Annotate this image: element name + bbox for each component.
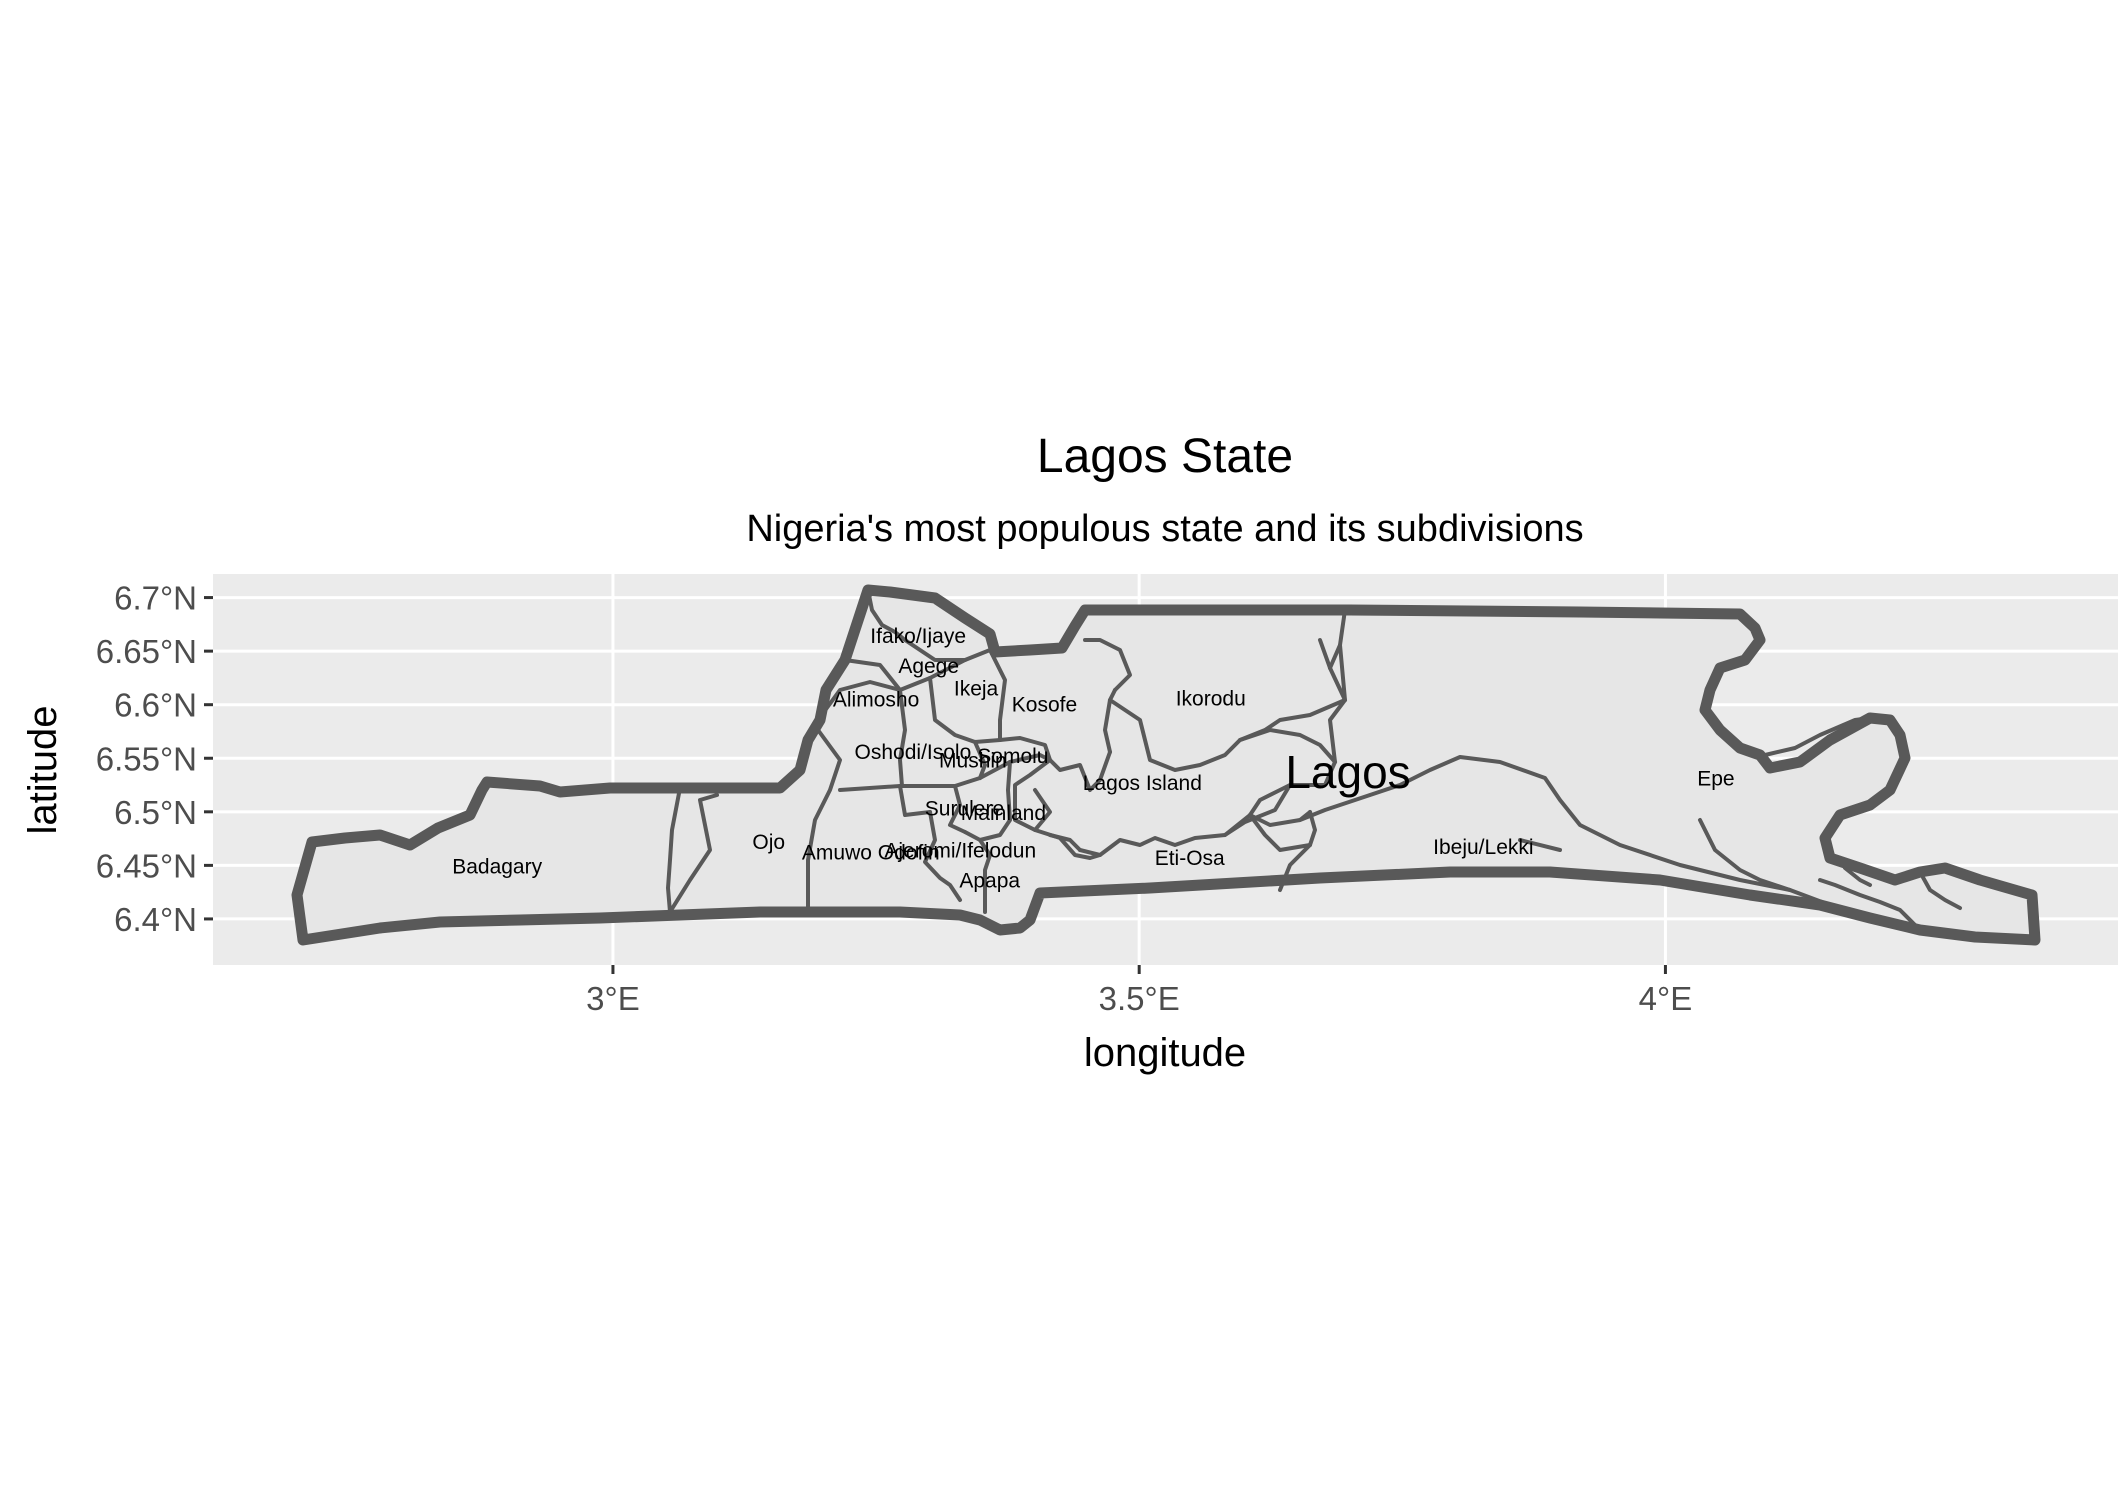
y-tick-label: 6.7°N bbox=[114, 580, 197, 617]
subdivision-label: Epe bbox=[1697, 768, 1734, 791]
y-tick-label: 6.55°N bbox=[96, 740, 197, 777]
subdivision-label: Alimosho bbox=[833, 688, 919, 711]
map-subtitle: Nigeria's most populous state and its su… bbox=[746, 508, 1583, 550]
x-tick-label: 4°E bbox=[1639, 980, 1693, 1017]
subdivision-label: Ikorodu bbox=[1176, 687, 1246, 710]
y-tick-label: 6.6°N bbox=[114, 687, 197, 724]
y-tick-label: 6.5°N bbox=[114, 794, 197, 831]
subdivision-label: Ajeromi/Ifelodun bbox=[884, 839, 1036, 862]
subdivision-boundaries bbox=[297, 588, 2035, 940]
x-axis: 3°E 3.5°E 4°E bbox=[586, 965, 1692, 1017]
subdivision-label: Oshodi/Isolo bbox=[855, 741, 972, 764]
state-outline bbox=[291, 584, 2041, 946]
subdivision-label: Lagos Island bbox=[1083, 772, 1202, 795]
subdivision-label: Ibeju/Lekki bbox=[1433, 836, 1533, 859]
subdivision-label: Ojo bbox=[752, 831, 785, 854]
subdivision-label: Eti-Osa bbox=[1155, 847, 1225, 870]
y-axis: 6.4°N 6.45°N 6.5°N 6.55°N 6.6°N 6.65°N 6.7°N bbox=[96, 580, 213, 938]
subdivision-label: Amuwo Odofin bbox=[802, 842, 940, 865]
subdivision-label: Somolu bbox=[977, 745, 1048, 768]
x-axis-title: longitude bbox=[1084, 1031, 1246, 1075]
y-tick-label: 6.4°N bbox=[114, 901, 197, 938]
subdivision-label: Mushin bbox=[939, 749, 1007, 772]
subdivision-label: Agege bbox=[898, 655, 959, 678]
x-tick-label: 3.5°E bbox=[1099, 980, 1180, 1017]
y-tick-label: 6.45°N bbox=[96, 847, 197, 884]
subdivision-label: Ikeja bbox=[954, 678, 999, 701]
subdivision-label: Surulere bbox=[925, 798, 1004, 821]
state-label: Lagos bbox=[1285, 746, 1410, 798]
subdivision-label: Badagary bbox=[452, 855, 542, 878]
subdivision-label: Mainland bbox=[961, 802, 1046, 825]
map-title: Lagos State bbox=[1037, 430, 1293, 483]
subdivision-label: Ifako/Ijaye bbox=[870, 625, 966, 648]
x-tick-label: 3°E bbox=[586, 980, 640, 1017]
subdivision-label: Apapa bbox=[959, 869, 1020, 892]
subdivision-label: Kosofe bbox=[1012, 694, 1077, 717]
y-tick-label: 6.65°N bbox=[96, 633, 197, 670]
y-axis-title: latitude bbox=[21, 706, 65, 835]
